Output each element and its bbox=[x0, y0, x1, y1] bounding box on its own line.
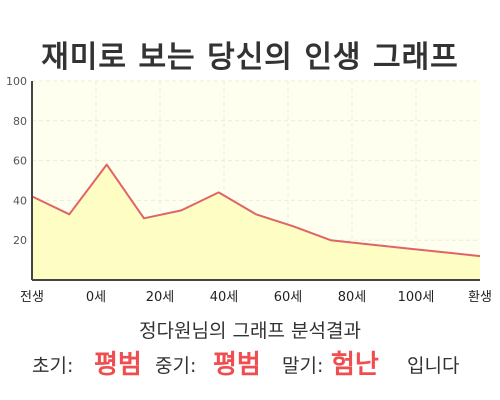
y-tick-label: 80 bbox=[13, 115, 27, 128]
x-tick-label: 100세 bbox=[398, 290, 435, 305]
late-value: 험난 bbox=[331, 350, 379, 380]
result-line: 초기: 평범 중기: 평범 말기: 험난 입니다 bbox=[0, 344, 500, 380]
late-label: 말기: bbox=[282, 355, 324, 377]
chart-title: 재미로 보는 당신의 인생 그래프 bbox=[41, 40, 459, 75]
early-value: 평범 bbox=[94, 350, 142, 380]
y-tick-label: 20 bbox=[13, 234, 27, 247]
x-tick-label: 전생 bbox=[20, 290, 44, 305]
middle-value: 평범 bbox=[213, 350, 261, 380]
x-tick-label: 60세 bbox=[274, 290, 303, 305]
x-tick-label: 40세 bbox=[210, 290, 239, 305]
series-area bbox=[32, 164, 480, 280]
result-suffix: 입니다 bbox=[407, 355, 460, 377]
y-tick-label: 60 bbox=[13, 155, 27, 168]
x-tick-label: 80세 bbox=[338, 290, 367, 305]
early-label: 초기: bbox=[32, 355, 74, 377]
y-tick-label: 100 bbox=[6, 75, 27, 88]
analysis-title: 정다원님의 그래프 분석결과 bbox=[139, 320, 361, 342]
x-tick-label: 20세 bbox=[146, 290, 175, 305]
y-tick-label: 40 bbox=[13, 194, 27, 207]
x-tick-label: 환생 bbox=[468, 290, 492, 305]
middle-label: 중기: bbox=[155, 355, 197, 377]
series-line bbox=[31, 163, 481, 258]
x-tick-label: 0세 bbox=[86, 290, 106, 305]
